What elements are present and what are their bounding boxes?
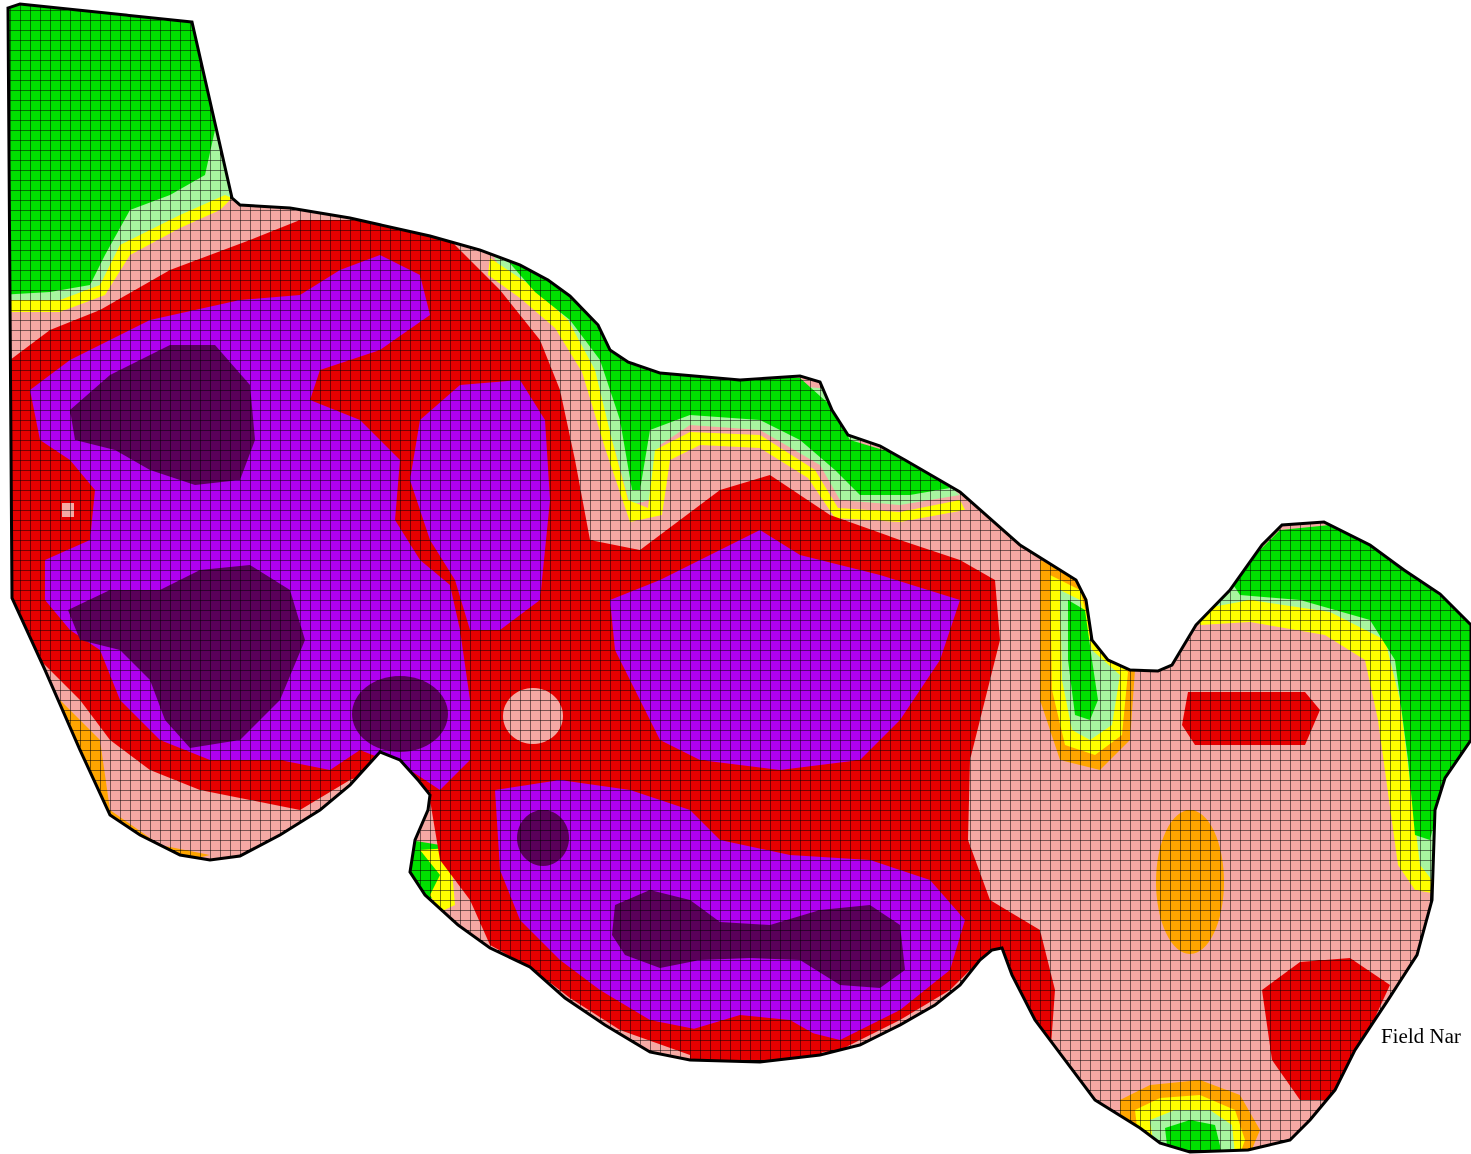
field-name-label: Field Nar: [1381, 1024, 1461, 1048]
